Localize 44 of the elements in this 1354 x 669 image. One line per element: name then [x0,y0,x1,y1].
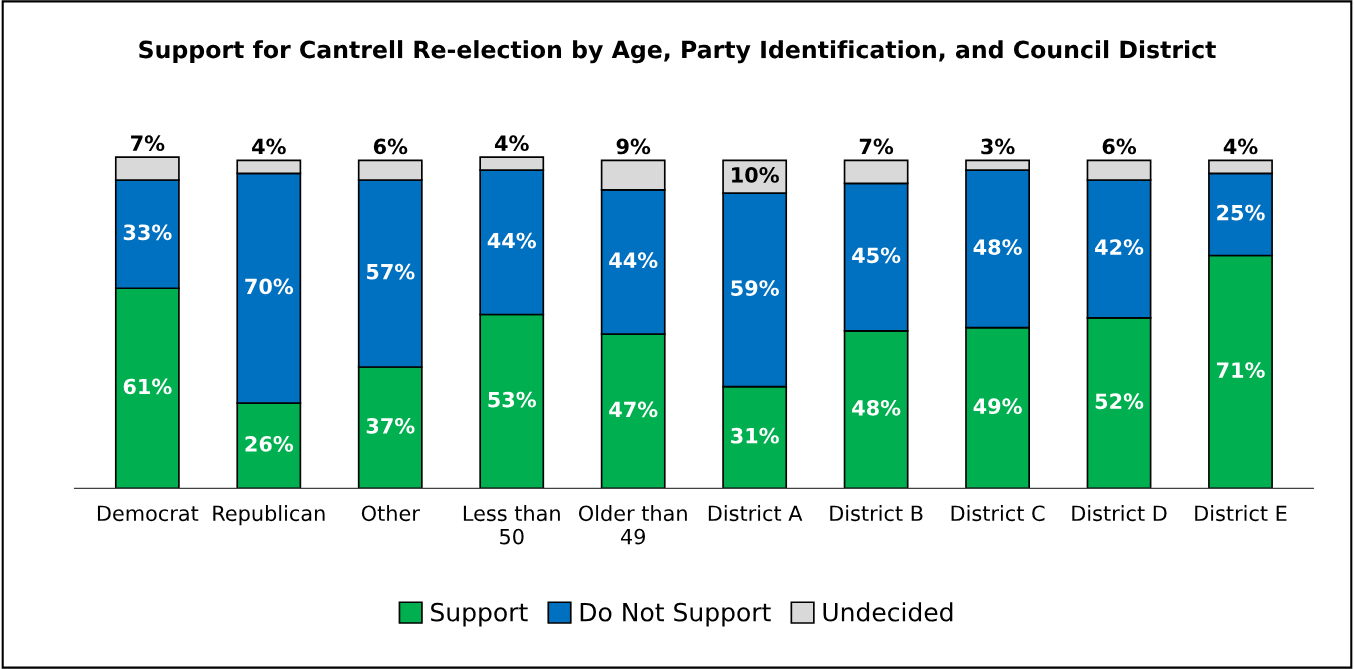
data-label: 59% [731,280,779,296]
data-label: 7% [131,135,165,152]
data-label: 70% [245,278,294,295]
data-label: 44% [487,232,536,249]
data-label: 48% [852,399,901,416]
x-tick-label: Less than 50 [463,505,560,545]
data-label: 6% [1102,138,1137,155]
data-label: 31% [731,427,779,444]
x-tick-label: District E [1195,505,1287,522]
data-label: 3% [981,138,1015,155]
x-tick-label: Older than 49 [578,505,687,545]
legend-label: Do Not Support [580,602,771,627]
data-label: 42% [1095,239,1144,255]
data-label: 37% [366,417,415,434]
data-label: 9% [616,138,651,155]
data-label: 47% [609,401,658,418]
data-label: 48% [973,239,1022,255]
x-tick-label: District A [708,505,803,522]
x-tick-label: Republican [213,505,325,526]
data-label: 71% [1216,362,1265,378]
legend-label: Support [431,602,528,627]
data-label: 4% [494,135,529,152]
data-label: 57% [366,263,415,280]
data-label: 61% [123,378,172,395]
data-label: 6% [373,138,408,155]
data-label: 7% [859,138,894,155]
legend-label: Undecided [823,602,953,622]
x-tick-label: District D [1072,505,1167,522]
x-tick-label: District C [951,505,1045,522]
x-tick-label: District B [830,505,923,522]
x-tick-label: Other [361,505,420,522]
data-label: 4% [1223,138,1258,155]
data-label: 44% [609,252,658,269]
data-label: 26% [245,436,294,452]
data-label: 25% [1217,204,1265,221]
data-label: 52% [1095,393,1144,410]
x-tick-label: Democrat [97,505,199,522]
data-label: 45% [852,247,901,264]
data-label: 53% [488,391,536,408]
data-label: 49% [973,398,1022,415]
data-label: 33% [123,224,172,241]
data-label: 4% [252,138,286,155]
data-label: 10% [732,167,779,183]
chart-title: Support for Cantrell Re-election by Age, Party Identification, and Council District [139,40,1216,64]
